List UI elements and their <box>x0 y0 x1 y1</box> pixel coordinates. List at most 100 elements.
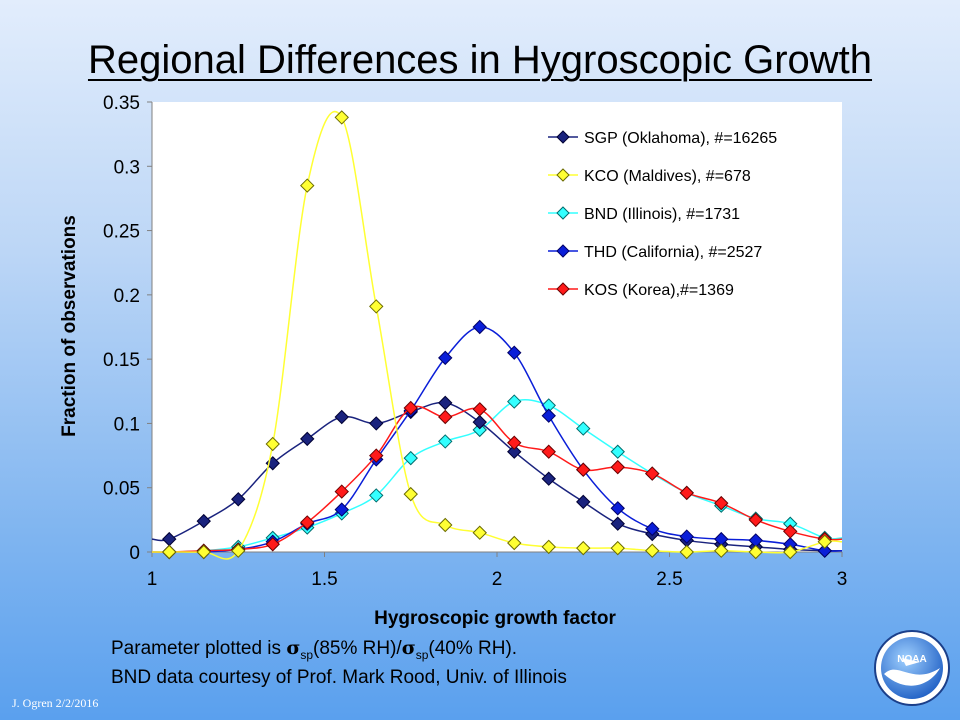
data-point <box>610 540 625 556</box>
y-tick-label: 0.3 <box>114 157 140 178</box>
legend: SGP (Oklahoma), #=16265 KCO (Maldives), #… <box>548 130 777 299</box>
data-point <box>300 178 315 193</box>
data-point <box>369 416 384 431</box>
data-point <box>231 543 246 558</box>
data-point <box>645 466 660 481</box>
data-point <box>300 431 315 447</box>
legend-label: THD (California), #=2527 <box>584 244 762 261</box>
data-point <box>472 414 487 430</box>
x-tick-label: 1.5 <box>311 569 337 590</box>
legend-marker <box>556 206 570 220</box>
data-point <box>265 436 280 452</box>
data-point <box>438 350 453 366</box>
data-point <box>610 459 625 475</box>
series-line <box>151 399 843 553</box>
series-line <box>151 401 843 552</box>
data-point <box>610 516 625 531</box>
y-tick-label: 0 <box>129 543 140 564</box>
y-tick-label: 0.2 <box>114 286 140 307</box>
plot-background <box>152 102 842 552</box>
data-point <box>334 110 349 125</box>
data-point <box>507 444 522 459</box>
caption-parameter: Parameter plotted is σsp(85% RH)/σsp(40%… <box>111 637 517 662</box>
data-point <box>576 421 591 436</box>
x-tick-label: 2.5 <box>656 569 682 590</box>
y-tick-label: 0.15 <box>103 350 140 371</box>
data-point <box>576 462 591 477</box>
noaa-logo-text: NOAA <box>897 654 926 665</box>
legend-marker <box>556 168 570 182</box>
x-axis-label: Hygroscopic growth factor <box>374 608 616 629</box>
x-tick-label: 1 <box>147 569 158 590</box>
data-point <box>472 422 487 438</box>
data-point <box>610 501 625 516</box>
y-tick-label: 0.05 <box>103 479 140 500</box>
x-tick-label: 2 <box>492 569 503 590</box>
legend-marker <box>556 130 570 144</box>
y-tick-label: 0.25 <box>103 222 140 243</box>
legend-marker <box>556 244 570 258</box>
y-axis-label: Fraction of observations <box>59 215 80 437</box>
caption-part-pre: Parameter plotted is <box>111 638 287 659</box>
data-point <box>196 513 211 529</box>
footer-author-date: J. Ogren 2/2/2016 <box>12 696 99 710</box>
data-point <box>403 400 418 416</box>
data-point <box>300 515 315 530</box>
legend-entry: KCO (Maldives), #=678 <box>548 168 751 185</box>
caption-credit: BND data courtesy of Prof. Mark Rood, Un… <box>111 667 567 688</box>
legend-entry: BND (Illinois), #=1731 <box>548 206 740 223</box>
y-tick-label: 0.1 <box>114 414 140 435</box>
data-point <box>783 524 798 539</box>
y-tick-label: 0.35 <box>103 93 140 114</box>
subscript-sp: sp <box>415 647 429 662</box>
data-point <box>438 409 453 425</box>
axes: 0 0.05 0.1 0.15 0.2 0.25 0.3 0.35 1 1.5 2 2.5 3 <box>103 93 847 590</box>
data-point <box>541 539 556 555</box>
data-point <box>369 448 384 463</box>
data-point <box>507 345 522 360</box>
data-point <box>369 299 384 314</box>
data-point <box>576 540 591 556</box>
legend-label: KCO (Maldives), #=678 <box>584 168 751 185</box>
legend-label: SGP (Oklahoma), #=16265 <box>584 130 777 147</box>
data-point <box>472 402 487 417</box>
data-point <box>507 535 522 551</box>
data-point <box>748 512 763 528</box>
data-point <box>645 521 660 537</box>
data-point <box>265 537 280 552</box>
series-layer <box>151 110 843 560</box>
data-point <box>162 544 177 560</box>
data-point <box>334 409 349 425</box>
data-point <box>472 319 487 335</box>
data-point <box>541 408 556 423</box>
data-point <box>645 543 660 558</box>
series-1 <box>152 110 843 560</box>
data-point <box>507 435 522 450</box>
data-point <box>714 495 729 511</box>
data-point <box>679 544 694 560</box>
data-point <box>576 494 591 510</box>
series-line <box>151 405 843 553</box>
data-point <box>610 444 625 459</box>
data-point <box>403 486 418 502</box>
data-point <box>541 444 556 459</box>
data-point <box>369 488 384 503</box>
slide-title: Regional Differences in Hygroscopic Grow… <box>87 38 873 82</box>
data-point <box>231 492 246 507</box>
data-point <box>748 544 763 560</box>
data-point <box>403 450 418 466</box>
legend-entry: SGP (Oklahoma), #=16265 <box>548 130 777 147</box>
data-point <box>334 484 349 499</box>
data-point <box>438 395 453 411</box>
data-point <box>679 529 694 544</box>
plot-area <box>152 102 842 552</box>
data-point <box>714 543 729 558</box>
data-point <box>507 394 522 409</box>
data-point <box>783 544 798 560</box>
x-tick-label: 3 <box>837 569 848 590</box>
data-point <box>817 534 832 549</box>
legend-label: KOS (Korea),#=1369 <box>584 282 734 299</box>
data-point <box>438 434 453 449</box>
subscript-sp: sp <box>300 647 314 662</box>
